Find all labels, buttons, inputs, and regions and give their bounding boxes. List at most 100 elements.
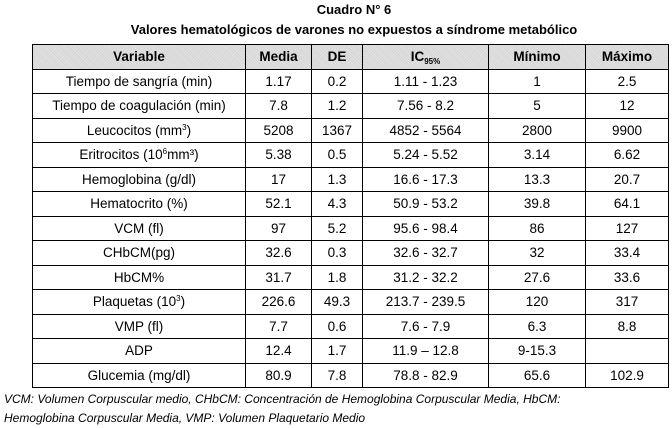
cell-de: 0.6 <box>311 313 363 339</box>
table-row: Hemoglobina (g/dl) 17 1.3 16.6 - 17.3 13.3 20… <box>32 166 669 192</box>
cell-min: 86 <box>488 215 586 241</box>
cell-ic: 78.8 - 82.9 <box>362 362 489 388</box>
cell-variable: ADP <box>32 338 246 364</box>
cell-de: 1.8 <box>311 264 363 290</box>
cell-media: 80.9 <box>245 362 312 388</box>
table-row: Glucemia (mg/dl) 80.9 7.8 78.8 - 82.9 65.6 10… <box>32 362 669 388</box>
cell-max: 317 <box>585 289 669 315</box>
cell-max: 9900 <box>585 117 669 143</box>
table-row: Hematocrito (%) 52.1 4.3 50.9 - 53.2 39.8 64.… <box>32 191 669 217</box>
variable-label: Plaquetas (10 <box>92 294 177 310</box>
cell-min: 13.3 <box>488 166 586 192</box>
cell-max: 20.7 <box>585 166 669 192</box>
variable-label: Glucemia (mg/dl) <box>87 367 191 383</box>
table-row: HbCM% 31.7 1.8 31.2 - 32.2 27.6 33.6 <box>32 264 669 290</box>
cell-de: 1.3 <box>311 166 363 192</box>
cell-de: 7.8 <box>311 362 363 388</box>
variable-label: Hematocrito (%) <box>90 196 188 212</box>
table-caption: Cuadro N° 6 <box>316 2 392 17</box>
cell-max: 102.9 <box>585 362 669 388</box>
cell-ic: 11.9 – 12.8 <box>362 338 489 364</box>
cell-media: 5.38 <box>245 142 312 168</box>
variable-suffix: ) <box>180 294 186 310</box>
cell-media: 7.8 <box>245 93 312 119</box>
cell-media: 32.6 <box>245 240 312 266</box>
cell-variable: HbCM% <box>32 264 246 290</box>
cell-ic: 4852 - 5564 <box>362 117 489 143</box>
cell-ic: 7.6 - 7.9 <box>362 313 489 339</box>
cell-de: 49.3 <box>311 289 363 315</box>
cell-min: 2800 <box>488 117 586 143</box>
cell-min: 32 <box>488 240 586 266</box>
variable-sup: 6 <box>162 147 168 157</box>
cell-media: 226.6 <box>245 289 312 315</box>
variable-sup: 3 <box>182 122 187 132</box>
cell-de: 1367 <box>311 117 363 143</box>
cell-variable: Glucemia (mg/dl) <box>32 362 246 388</box>
cell-de: 0.2 <box>311 68 363 94</box>
table-row: ADP 12.4 1.7 11.9 – 12.8 9-15.3 <box>32 338 669 364</box>
header-maximo: Máximo <box>585 44 669 70</box>
cell-ic: 1.11 - 1.23 <box>362 68 489 94</box>
cell-de: 4.3 <box>311 191 363 217</box>
table-row: Tiempo de coagulación (min) 7.8 1.2 7.56 - … <box>32 93 669 119</box>
cell-media: 7.7 <box>245 313 312 339</box>
cell-variable: Leucocitos (mm3) <box>32 117 246 143</box>
table-row: Tiempo de sangría (min) 1.17 0.2 1.11 - 1.2… <box>32 68 669 94</box>
cell-min: 9-15.3 <box>488 338 586 364</box>
cell-min: 5 <box>488 93 586 119</box>
cell-min: 39.8 <box>488 191 586 217</box>
variable-suffix: mm³) <box>167 147 199 163</box>
cell-variable: Eritrocitos (106mm³) <box>32 142 246 168</box>
cell-min: 1 <box>488 68 586 94</box>
variable-label: Tiempo de coagulación (min) <box>52 98 226 114</box>
cell-variable: Plaquetas (103) <box>32 289 246 315</box>
cell-variable: Hemoglobina (g/dl) <box>32 166 246 192</box>
header-ic: IC95% <box>362 44 489 70</box>
cell-media: 5208 <box>245 117 312 143</box>
table-title: Valores hematológicos de varones no expu… <box>130 22 578 37</box>
cell-max: 12 <box>585 93 669 119</box>
cell-ic: 50.9 - 53.2 <box>362 191 489 217</box>
cell-variable: VCM (fl) <box>32 215 246 241</box>
cell-ic: 95.6 - 98.4 <box>362 215 489 241</box>
variable-label: ADP <box>125 343 153 359</box>
cell-variable: Tiempo de coagulación (min) <box>32 93 246 119</box>
cell-min: 65.6 <box>488 362 586 388</box>
cell-ic: 213.7 - 239.5 <box>362 289 489 315</box>
cell-max: 127 <box>585 215 669 241</box>
cell-ic: 32.6 - 32.7 <box>362 240 489 266</box>
cell-variable: Tiempo de sangría (min) <box>32 68 246 94</box>
header-de: DE <box>311 44 363 70</box>
cell-min: 3.14 <box>488 142 586 168</box>
cell-ic: 5.24 - 5.52 <box>362 142 489 168</box>
hematology-table: Variable Media DE IC95% Mínimo Máximo Ti… <box>32 44 669 388</box>
cell-max: 8.8 <box>585 313 669 339</box>
variable-label: VCM (fl) <box>114 220 164 236</box>
cell-max: 2.5 <box>585 68 669 94</box>
cell-de: 1.2 <box>311 93 363 119</box>
footnote: VCM: Volumen Corpuscular medio, CHbCM: C… <box>4 390 672 428</box>
variable-label: Eritrocitos (10 <box>79 147 163 163</box>
variable-label: Leucocitos (mm <box>86 122 183 138</box>
variable-label: Tiempo de sangría (min) <box>65 73 213 89</box>
header-row: Variable Media DE IC95% Mínimo Máximo <box>32 44 669 70</box>
footnote-line-2: Hemoglobina Corpuscular Media, VMP: Volu… <box>4 411 366 425</box>
cell-de: 5.2 <box>311 215 363 241</box>
cell-ic: 7.56 - 8.2 <box>362 93 489 119</box>
variable-label: HbCM% <box>113 269 165 285</box>
cell-media: 52.1 <box>245 191 312 217</box>
cell-min: 27.6 <box>488 264 586 290</box>
cell-variable: Hematocrito (%) <box>32 191 246 217</box>
table-row: Eritrocitos (106mm³) 5.38 0.5 5.24 - 5.52 3.… <box>32 142 669 168</box>
header-ic-label: IC <box>410 49 425 65</box>
table-row: VMP (fl) 7.7 0.6 7.6 - 7.9 6.3 8.8 <box>32 313 669 339</box>
cell-min: 6.3 <box>488 313 586 339</box>
variable-label: CHbCM(pg) <box>102 245 175 261</box>
cell-min: 120 <box>488 289 586 315</box>
header-media: Media <box>245 44 312 70</box>
cell-de: 0.5 <box>311 142 363 168</box>
cell-de: 1.7 <box>311 338 363 364</box>
variable-suffix: ) <box>186 122 192 138</box>
cell-de: 0.3 <box>311 240 363 266</box>
